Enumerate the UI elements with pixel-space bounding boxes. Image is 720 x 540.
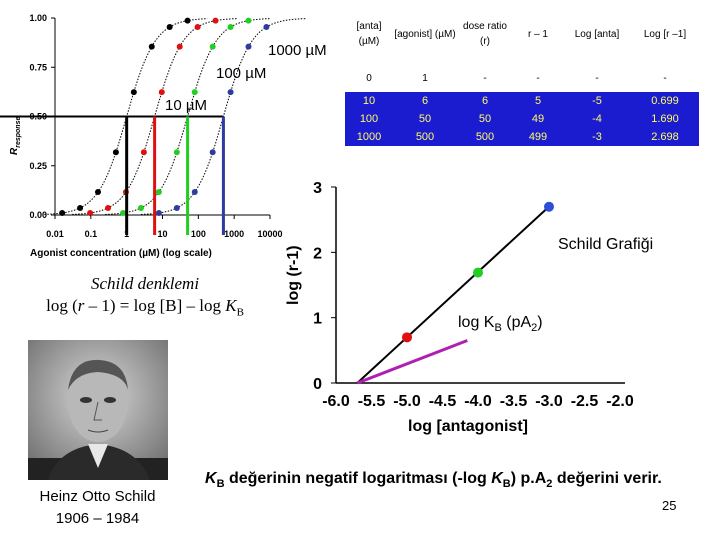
x-tick-label: 100 (191, 229, 206, 239)
y-tick-label: 0.25 (29, 161, 47, 171)
dose-response-chart: 10 µM 100 µM 1000 µM 1.00 0.75 0.50 0.25 0.0… (0, 13, 327, 259)
schild-x-tick-label: -4.5 (429, 393, 457, 410)
schild-y-tick-label: 2 (313, 245, 322, 262)
table-row: 1000 500 500 499 -3 2.698 (345, 128, 699, 146)
ec50-marker (186, 116, 190, 235)
x-tick-label: 1 (124, 229, 129, 239)
x-tick-label: 10 (157, 229, 167, 239)
x-tick-label: 0.1 (85, 229, 98, 239)
ec50-marker (221, 116, 225, 235)
schild-x-axis-label: log [antagonist] (408, 418, 528, 435)
portrait-caption: Heinz Otto Schild 1906 – 1984 (15, 486, 180, 530)
dose-response-point (173, 149, 180, 156)
header-dose-ratio: dose ratio (r) (463, 21, 507, 47)
dose-response-point (245, 43, 252, 50)
portrait-photo (28, 340, 168, 480)
dose-response-point (212, 17, 219, 24)
ec50-line (0, 115, 224, 118)
dose-response-point (173, 204, 180, 211)
x-tick-label: 1000 (224, 229, 244, 239)
table-row: 100 50 50 49 -4 1.690 (345, 110, 699, 128)
x-tick-label: 10000 (257, 229, 282, 239)
dose-response-point (176, 43, 183, 50)
y-tick-label: 0.75 (29, 62, 47, 72)
equation-title: Schild denklemi (90, 274, 200, 293)
dose-response-point (112, 149, 119, 156)
dose-response-point (138, 204, 144, 211)
ec50-marker (125, 116, 129, 235)
ec50-marker (153, 116, 157, 235)
schild-equation: Schild denklemi log (r – 1) = log [B] – … (0, 273, 290, 323)
dose-response-point (155, 189, 162, 196)
header-agonist: [agonist] (µM) (394, 28, 456, 40)
dose-response-point (148, 43, 155, 50)
header-log-anta: Log [anta] (574, 28, 620, 40)
dose-response-point (95, 189, 101, 196)
schild-y-axis-label: log (r-1) (285, 245, 302, 305)
equation-formula: log (r – 1) = log [B] – log KB (46, 296, 244, 319)
schild-x-tick-label: -6.0 (322, 393, 350, 410)
pa2-annotation: log KB (pA2) (458, 314, 543, 334)
dose-response-point (227, 89, 234, 96)
schild-y-tick-label: 1 (313, 311, 322, 328)
dose-response-point (77, 204, 84, 211)
dose-response-point (227, 23, 234, 30)
table-header-row: [anta] (µM) [agonist] (µM) dose ratio (r… (345, 4, 699, 64)
dose-response-point (166, 23, 173, 30)
schild-x-tick-label: -4.0 (464, 393, 492, 410)
schild-point (402, 332, 412, 343)
schild-point (544, 201, 554, 212)
schild-title: Schild Grafiği (558, 236, 653, 253)
footer-note: KB değerinin negatif logaritması (-log K… (205, 470, 662, 491)
dose-response-point (130, 89, 137, 96)
dose-response-point (245, 17, 252, 24)
slide-number: 25 (662, 498, 677, 513)
regression-line (356, 202, 554, 384)
schild-x-tick-label: -5.0 (393, 393, 421, 410)
series-label-1000uM: 1000 µM (268, 42, 327, 59)
dose-response-point (87, 209, 94, 216)
dose-response-point (59, 209, 66, 216)
dose-response-point (209, 43, 216, 50)
schild-y-tick-label: 0 (313, 376, 322, 393)
portrait-name: Heinz Otto Schild (39, 488, 156, 505)
schild-plot: 3 2 1 0 -6.0 -5.5 -5.0 -4.5 -4.0 -3.5 -3.0 -2.5 -2.… (285, 180, 653, 435)
dose-response-point (209, 149, 216, 156)
schild-data-table: [anta] (µM) [agonist] (µM) dose ratio (r… (345, 4, 699, 146)
header-anta: [anta] (µM) (356, 21, 382, 47)
y-axis-label: Rresponse (9, 117, 22, 155)
schild-point (473, 267, 483, 278)
series-label-10uM: 10 µM (165, 97, 207, 114)
series-label-100uM: 100 µM (216, 65, 266, 82)
dose-response-point (191, 89, 198, 96)
schild-x-tick-label: -5.5 (358, 393, 386, 410)
x-tick-label: 0.01 (46, 229, 64, 239)
header-log-r-1: Log [r –1] (643, 28, 687, 40)
y-tick-label: 1.00 (29, 13, 47, 23)
dose-response-point (120, 209, 127, 216)
dose-response-point (263, 23, 270, 30)
dose-response-point (184, 17, 191, 24)
y-tick-label: 0.00 (29, 210, 47, 220)
schild-y-tick-label: 3 (313, 180, 322, 197)
dose-response-point (155, 209, 162, 216)
dose-response-point (191, 189, 198, 196)
schild-x-tick-label: -2.5 (571, 393, 599, 410)
pa2-segment (356, 339, 468, 385)
y-tick-label: 0.50 (29, 112, 47, 122)
portrait-years: 1906 – 1984 (55, 510, 140, 527)
table-row: 10 6 6 5 -5 0.699 (345, 92, 699, 110)
schild-x-tick-label: -3.0 (535, 393, 563, 410)
dose-response-point (158, 89, 165, 96)
dose-response-point (194, 23, 201, 30)
dose-response-point (140, 149, 147, 156)
header-r-minus-1: r – 1 (527, 28, 548, 40)
schild-x-tick-label: -3.5 (500, 393, 528, 410)
dose-response-point (105, 204, 112, 211)
schild-x-tick-label: -2.0 (606, 393, 634, 410)
x-axis-label: Agonist concentration (µM) (log scale) (30, 248, 212, 259)
